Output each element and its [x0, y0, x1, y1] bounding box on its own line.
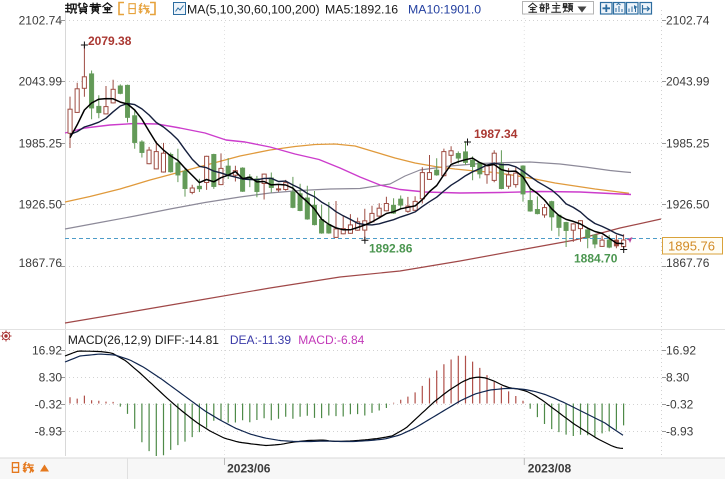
svg-text:MA(5,10,30,60,100,200): MA(5,10,30,60,100,200) — [187, 3, 320, 17]
svg-text:2023/06: 2023/06 — [227, 462, 271, 476]
svg-text:1987.34: 1987.34 — [474, 127, 518, 141]
svg-text:2102.74: 2102.74 — [666, 14, 710, 28]
svg-text:1926.50: 1926.50 — [666, 198, 710, 212]
svg-text:2102.74: 2102.74 — [19, 14, 63, 28]
svg-text:2043.99: 2043.99 — [19, 75, 63, 89]
svg-text:DIFF:-14.81: DIFF:-14.81 — [155, 333, 219, 347]
svg-text:2043.99: 2043.99 — [666, 75, 710, 89]
svg-text:1985.25: 1985.25 — [19, 137, 63, 151]
svg-text:-8.93: -8.93 — [35, 425, 63, 439]
svg-text:8.30: 8.30 — [39, 371, 63, 385]
svg-text:1884.70: 1884.70 — [574, 252, 618, 266]
svg-text:1892.86: 1892.86 — [369, 242, 413, 256]
svg-text:MA5:1892.16: MA5:1892.16 — [325, 3, 398, 17]
svg-text:MACD(26,12,9): MACD(26,12,9) — [68, 333, 151, 347]
svg-text:8.30: 8.30 — [666, 371, 690, 385]
svg-text:-0.32: -0.32 — [35, 398, 63, 412]
svg-text:1985.25: 1985.25 — [666, 137, 710, 151]
svg-text:1926.50: 1926.50 — [19, 198, 63, 212]
svg-text:2023/08: 2023/08 — [528, 462, 572, 476]
svg-text:1895.76: 1895.76 — [668, 239, 715, 254]
svg-text:MA10:1901.0: MA10:1901.0 — [408, 3, 481, 17]
svg-text:-0.32: -0.32 — [666, 398, 694, 412]
svg-text:1867.76: 1867.76 — [666, 256, 710, 270]
svg-text:2079.38: 2079.38 — [88, 34, 132, 48]
svg-text:16.92: 16.92 — [32, 344, 62, 358]
svg-text:16.92: 16.92 — [666, 344, 696, 358]
svg-text:1867.76: 1867.76 — [19, 256, 63, 270]
svg-text:MACD:-6.84: MACD:-6.84 — [298, 333, 364, 347]
svg-text:DEA:-11.39: DEA:-11.39 — [230, 333, 291, 347]
svg-text:-8.93: -8.93 — [666, 425, 694, 439]
